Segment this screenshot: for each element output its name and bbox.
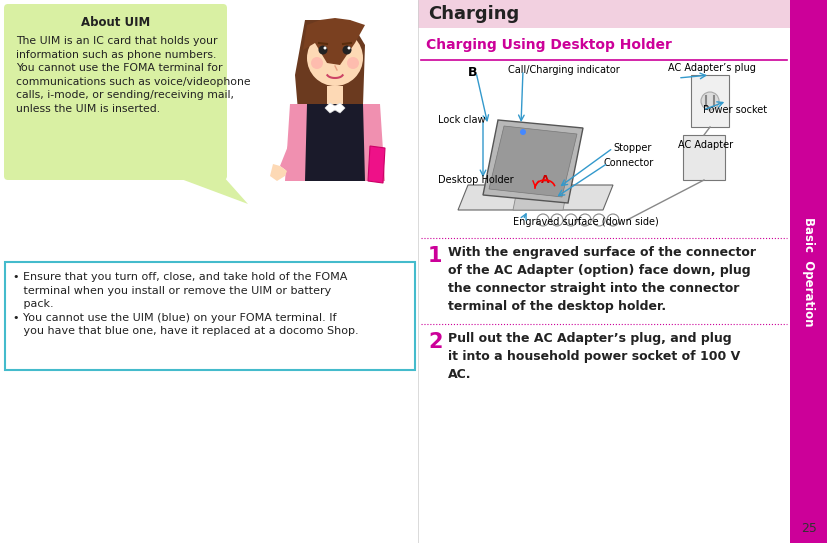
Polygon shape <box>458 185 613 210</box>
Polygon shape <box>295 20 365 175</box>
Text: B: B <box>468 66 477 79</box>
Circle shape <box>701 92 719 110</box>
FancyBboxPatch shape <box>5 262 415 370</box>
Circle shape <box>347 47 351 49</box>
Circle shape <box>311 57 323 69</box>
Text: Power socket: Power socket <box>703 105 767 115</box>
Polygon shape <box>305 104 365 181</box>
Polygon shape <box>270 164 287 181</box>
Polygon shape <box>303 18 365 65</box>
Text: Stopper: Stopper <box>613 143 652 153</box>
Polygon shape <box>489 126 577 197</box>
Polygon shape <box>325 103 345 113</box>
Bar <box>327 86 343 104</box>
Text: AC Adapter’s plug: AC Adapter’s plug <box>668 63 756 73</box>
Text: • Ensure that you turn off, close, and take hold of the FOMA
   terminal when yo: • Ensure that you turn off, close, and t… <box>13 272 359 337</box>
Text: 1: 1 <box>428 246 442 266</box>
Text: 2: 2 <box>428 332 442 352</box>
Circle shape <box>520 129 526 135</box>
Bar <box>683 135 725 180</box>
Text: Call/Charging indicator: Call/Charging indicator <box>508 65 619 75</box>
Circle shape <box>318 46 327 54</box>
Polygon shape <box>483 120 583 203</box>
Polygon shape <box>368 146 385 183</box>
Polygon shape <box>280 114 307 171</box>
Circle shape <box>347 57 359 69</box>
Bar <box>418 0 790 28</box>
Bar <box>691 75 729 127</box>
Circle shape <box>323 47 327 49</box>
Circle shape <box>342 46 351 54</box>
Text: AC Adapter: AC Adapter <box>678 140 733 150</box>
Text: A: A <box>541 175 549 185</box>
Text: 25: 25 <box>801 522 817 535</box>
Text: About UIM: About UIM <box>81 16 151 28</box>
Text: Desktop Holder: Desktop Holder <box>438 175 514 185</box>
Polygon shape <box>357 114 377 178</box>
Text: With the engraved surface of the connector
of the AC Adapter (option) face down,: With the engraved surface of the connect… <box>448 246 756 313</box>
Text: Charging Using Desktop Holder: Charging Using Desktop Holder <box>426 38 672 52</box>
Text: Lock claw: Lock claw <box>438 115 485 125</box>
Text: The UIM is an IC card that holds your
information such as phone numbers.
You can: The UIM is an IC card that holds your in… <box>16 36 251 114</box>
Bar <box>790 0 827 543</box>
Text: Connector: Connector <box>603 158 653 168</box>
Circle shape <box>307 30 363 86</box>
FancyBboxPatch shape <box>4 4 227 180</box>
Text: Pull out the AC Adapter’s plug, and plug
it into a household power socket of 100: Pull out the AC Adapter’s plug, and plug… <box>448 332 740 381</box>
Polygon shape <box>285 104 385 181</box>
Text: Engraved surface (down side): Engraved surface (down side) <box>513 217 659 227</box>
Polygon shape <box>173 176 248 204</box>
Text: Charging: Charging <box>428 5 519 23</box>
Text: Basic  Operation: Basic Operation <box>802 217 815 326</box>
Polygon shape <box>513 185 568 210</box>
